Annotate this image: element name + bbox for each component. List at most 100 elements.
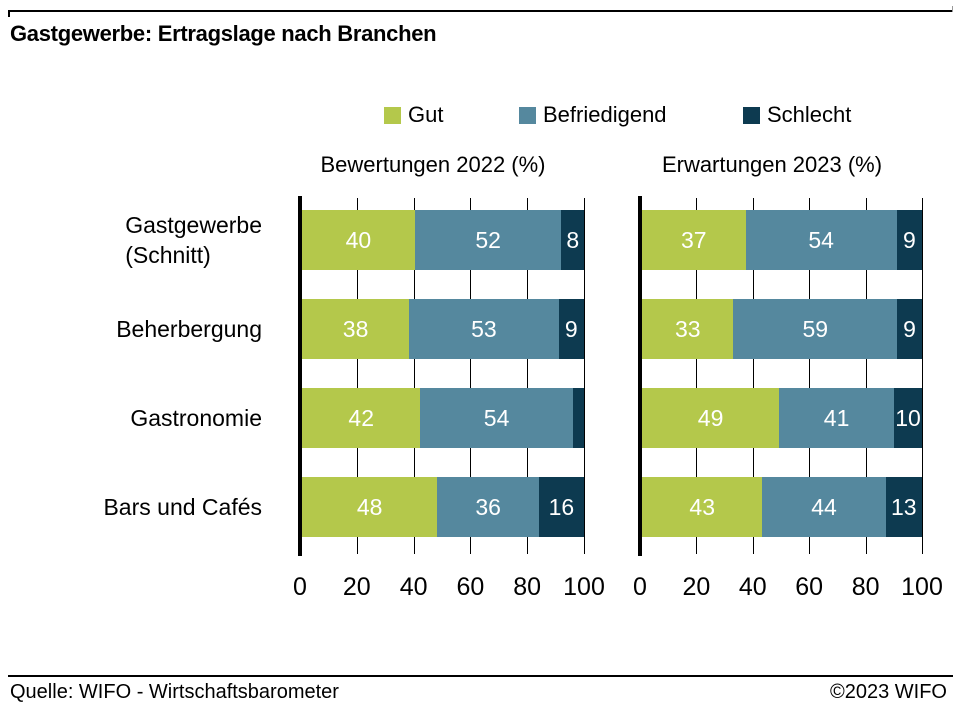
bar-segment-schlecht: 9 — [558, 299, 584, 359]
copyright-note: ©2023 WIFO — [830, 681, 947, 703]
y-axis-line — [298, 196, 302, 556]
x-tick-label: 40 — [399, 573, 428, 601]
bar-value-label: 33 — [674, 315, 701, 342]
x-tick-label: 60 — [456, 573, 485, 601]
legend-label-gut: Gut — [408, 102, 444, 127]
bar-segment-gut: 37 — [642, 210, 746, 270]
bar-value-label: 16 — [548, 493, 575, 520]
legend-swatch-schlecht — [743, 106, 760, 124]
gridline — [527, 198, 529, 554]
category-label: Gastronomie — [130, 405, 262, 431]
y-axis-line — [638, 196, 642, 556]
bar-chart-left: 40 52 8 38 53 9 42 54 48 36 16 — [298, 196, 585, 556]
category-label: Beherbergung — [116, 316, 262, 342]
bar-segment-schlecht: 9 — [897, 299, 922, 359]
bar-segment-befriedigend: 36 — [437, 477, 539, 537]
bar-segment-schlecht: 10 — [894, 388, 922, 448]
gridline — [922, 198, 923, 554]
bar-segment-schlecht: 16 — [538, 477, 584, 537]
chart-subtitle-right: Erwartungen 2023 (%) — [661, 152, 883, 177]
bar-value-label: 9 — [564, 315, 578, 342]
bar-segment-schlecht — [572, 388, 584, 448]
bar-row: 37 54 9 — [642, 210, 922, 270]
bar-value-label: 48 — [356, 493, 383, 520]
bar-segment-gut: 43 — [642, 477, 763, 537]
x-tick-label: 20 — [682, 573, 711, 601]
bar-value-label: 52 — [475, 226, 501, 253]
bar-segment-gut: 49 — [642, 388, 780, 448]
x-tick-label: 80 — [513, 573, 542, 601]
bar-value-label: 49 — [697, 404, 724, 431]
x-tick-label: 100 — [563, 573, 605, 601]
category-labels: Gastgewerbe (Schnitt) Beherbergung Gastron… — [0, 198, 262, 554]
x-axis-ticks-right: 0 20 40 60 80 100 — [633, 573, 943, 605]
bar-segment-gut: 33 — [642, 299, 734, 359]
x-tick-label: 20 — [342, 573, 371, 601]
gridline — [752, 198, 754, 554]
bar-chart-right: 37 54 9 33 59 9 49 41 10 43 44 13 — [638, 196, 923, 556]
legend-item-befriedigend: Befriedigend — [519, 104, 667, 126]
bar-row: 33 59 9 — [642, 299, 922, 359]
bar-segment-befriedigend: 44 — [762, 477, 886, 537]
bar-value-label: 38 — [342, 315, 369, 342]
bar-value-label: 59 — [802, 315, 829, 342]
bar-segment-befriedigend: 52 — [414, 210, 562, 270]
bar-segment-gut: 48 — [302, 477, 438, 537]
gridline — [696, 198, 698, 554]
x-tick-label: 0 — [293, 573, 307, 601]
bar-row: 42 54 — [302, 388, 584, 448]
gridline — [470, 198, 472, 554]
category-label: Bars und Cafés — [103, 494, 262, 520]
bar-row: 40 52 8 — [302, 210, 584, 270]
bar-value-label: 54 — [808, 226, 834, 253]
bar-value-label: 54 — [483, 404, 510, 431]
bar-value-label: 9 — [903, 226, 916, 253]
bar-segment-befriedigend: 54 — [745, 210, 897, 270]
legend-item-gut: Gut — [384, 104, 443, 126]
source-note: Quelle: WIFO - Wirtschaftsbarometer — [10, 681, 339, 703]
legend-label-schlecht: Schlecht — [767, 102, 852, 127]
gridline — [413, 198, 415, 554]
bar-segment-gut: 40 — [302, 210, 415, 270]
bar-segment-schlecht: 13 — [885, 477, 923, 537]
bar-value-label: 8 — [566, 226, 580, 253]
top-rule — [8, 6, 953, 17]
x-tick-label: 80 — [851, 573, 880, 601]
page-title: Gastgewerbe: Ertragslage nach Branchen — [10, 21, 437, 46]
bar-segment-befriedigend: 41 — [779, 388, 894, 448]
gridline — [809, 198, 811, 554]
bar-value-label: 42 — [348, 404, 375, 431]
bar-value-label: 10 — [895, 404, 921, 431]
legend-label-befriedigend: Befriedigend — [543, 102, 667, 127]
bar-value-label: 37 — [681, 226, 707, 253]
chart-subtitle-left: Bewertungen 2022 (%) — [320, 152, 546, 177]
bar-segment-schlecht: 8 — [561, 210, 584, 270]
legend-swatch-gut — [384, 106, 401, 124]
gridline — [584, 198, 585, 554]
bar-value-label: 40 — [345, 226, 372, 253]
gridline — [865, 198, 867, 554]
x-tick-label: 100 — [901, 573, 943, 601]
bar-segment-befriedigend: 53 — [409, 299, 559, 359]
bar-value-label: 36 — [475, 493, 501, 520]
bar-row: 38 53 9 — [302, 299, 584, 359]
bar-segment-schlecht: 9 — [896, 210, 922, 270]
bar-value-label: 41 — [823, 404, 850, 431]
bar-row: 48 36 16 — [302, 477, 584, 537]
bar-segment-befriedigend: 59 — [733, 299, 898, 359]
category-label: Gastgewerbe (Schnitt) — [125, 212, 262, 268]
gridline — [356, 198, 358, 554]
bar-row: 49 41 10 — [642, 388, 922, 448]
bar-value-label: 44 — [811, 493, 837, 520]
bar-segment-gut: 38 — [302, 299, 410, 359]
bar-value-label: 9 — [903, 315, 916, 342]
x-axis-ticks-left: 0 20 40 60 80 100 — [293, 573, 605, 605]
bar-value-label: 13 — [891, 493, 917, 520]
x-tick-label: 40 — [738, 573, 767, 601]
bar-value-label: 43 — [689, 493, 715, 520]
x-tick-label: 60 — [795, 573, 824, 601]
bar-segment-befriedigend: 54 — [420, 388, 573, 448]
footer-rule — [8, 675, 953, 677]
bar-row: 43 44 13 — [642, 477, 923, 537]
